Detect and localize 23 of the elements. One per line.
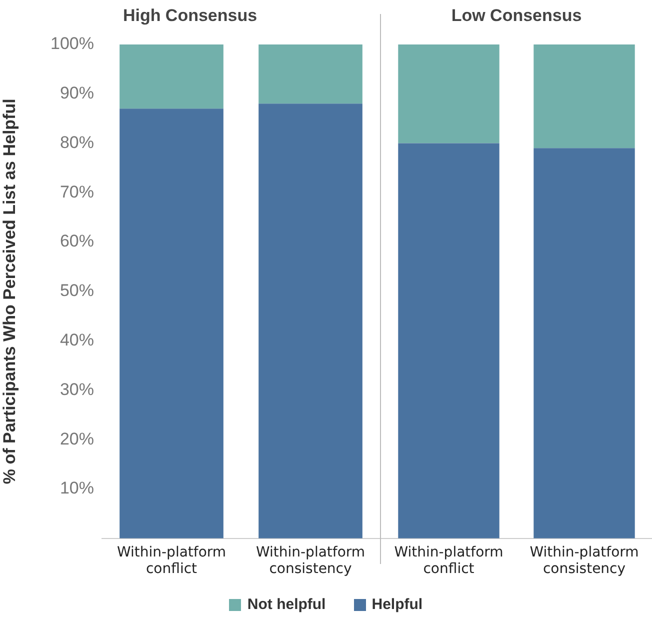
x-tick-label: Within-platform conflict xyxy=(394,544,504,578)
bar xyxy=(120,108,224,538)
x-tick-label: Within-platform consistency xyxy=(530,544,639,578)
x-tick-label: Within-platform conflict xyxy=(116,544,226,578)
x-tick-label: Within-platform consistency xyxy=(256,544,366,578)
y-tick-label: 60% xyxy=(60,232,94,251)
y-tick-label: 50% xyxy=(60,281,94,300)
y-tick-label: 30% xyxy=(60,380,94,399)
legend-label: Helpful xyxy=(372,596,423,613)
y-tick-label: 80% xyxy=(60,132,94,152)
y-tick-label: 90% xyxy=(60,83,94,102)
bar xyxy=(120,44,224,109)
chart-title: High Consensus xyxy=(122,6,258,25)
y-tick-label: 40% xyxy=(60,330,94,350)
chart-title: Low Consensus xyxy=(451,6,582,25)
y-tick-label: 70% xyxy=(60,182,94,202)
y-tick-label: 100% xyxy=(50,34,94,54)
legend-label: Not helpful xyxy=(247,596,326,613)
y-tick-label: 20% xyxy=(60,429,94,448)
bar xyxy=(258,44,362,104)
y-tick-label: 10% xyxy=(60,478,94,498)
bar xyxy=(258,104,362,538)
y-axis-title: % of Participants Who Perceived List as Helpful xyxy=(0,98,19,484)
